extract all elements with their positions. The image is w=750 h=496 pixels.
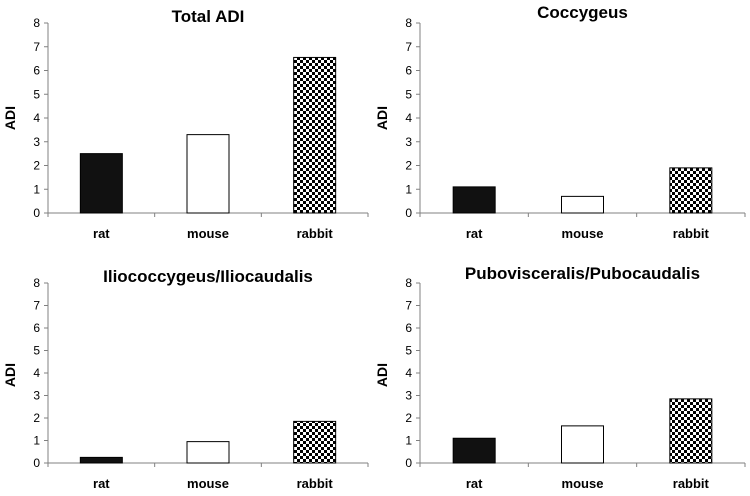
chart-panel-3: Iliococcygeus/Iliocaudalis ADI 0 1 2 3 4 5 6 7 8 ra… — [2, 267, 369, 491]
y-tick-label: 0 — [33, 456, 40, 470]
y-tick-label: 2 — [405, 411, 412, 425]
x-category-label: mouse — [187, 226, 229, 241]
y-tick-label: 6 — [33, 321, 40, 335]
y-tick-label: 1 — [405, 182, 412, 196]
bar-rat — [452, 186, 496, 214]
y-tick-label: 1 — [33, 434, 40, 448]
y-tick-label: 0 — [33, 206, 40, 220]
x-category-label: mouse — [562, 226, 604, 241]
x-category-label: rat — [466, 476, 483, 491]
y-tick-label: 5 — [405, 344, 412, 358]
chart-panel-2: Coccygeus ADI 0 1 2 3 4 5 6 7 8 rat mouse rabbit — [374, 3, 746, 241]
x-category-label: rabbit — [297, 476, 334, 491]
x-category-label: rat — [93, 476, 110, 491]
y-tick-label: 2 — [33, 411, 40, 425]
y-axis-label: ADI — [374, 363, 390, 387]
x-category-label: mouse — [187, 476, 229, 491]
y-tick-label: 5 — [33, 344, 40, 358]
bar-rabbit — [669, 167, 713, 214]
bar-rat — [79, 153, 123, 214]
y-tick-label: 4 — [33, 111, 40, 125]
bar-rabbit — [293, 420, 337, 464]
x-category-label: mouse — [562, 476, 604, 491]
y-tick-label: 8 — [405, 276, 412, 290]
y-tick-label: 5 — [405, 87, 412, 101]
bar-mouse — [561, 195, 604, 214]
y-tick-label: 0 — [405, 456, 412, 470]
chart-panel-4: Pubovisceralis/Pubocaudalis ADI 0 1 2 3 4 5 6 7 8 r… — [374, 264, 746, 491]
chart-title: Coccygeus — [537, 3, 628, 22]
bar-rat — [79, 456, 123, 464]
y-tick-label: 5 — [33, 87, 40, 101]
x-category-label: rabbit — [673, 476, 710, 491]
y-tick-label: 7 — [33, 299, 40, 313]
y-tick-label: 3 — [405, 135, 412, 149]
y-tick-label: 1 — [405, 434, 412, 448]
chart-title: Iliococcygeus/Iliocaudalis — [103, 267, 313, 286]
y-tick-label: 2 — [33, 159, 40, 173]
y-tick-label: 3 — [33, 389, 40, 403]
y-tick-label: 7 — [33, 40, 40, 54]
y-tick-label: 7 — [405, 40, 412, 54]
y-tick-label: 4 — [33, 366, 40, 380]
y-tick-label: 3 — [33, 135, 40, 149]
bar-rat — [452, 437, 496, 464]
chart-title: Total ADI — [172, 7, 245, 26]
x-category-label: rat — [466, 226, 483, 241]
y-tick-label: 3 — [405, 389, 412, 403]
y-tick-label: 4 — [405, 366, 412, 380]
y-tick-label: 0 — [405, 206, 412, 220]
y-tick-label: 1 — [33, 182, 40, 196]
y-tick-label: 6 — [405, 64, 412, 78]
chart-title: Pubovisceralis/Pubocaudalis — [465, 264, 700, 283]
y-tick-label: 6 — [33, 64, 40, 78]
y-tick-label: 8 — [405, 16, 412, 30]
y-axis-label: ADI — [2, 363, 18, 387]
y-tick-label: 8 — [33, 276, 40, 290]
y-tick-label: 4 — [405, 111, 412, 125]
x-category-label: rabbit — [297, 226, 334, 241]
y-tick-label: 7 — [405, 299, 412, 313]
bar-mouse — [186, 441, 230, 464]
y-axis-label: ADI — [374, 106, 390, 130]
bar-mouse — [561, 425, 604, 464]
x-category-label: rabbit — [673, 226, 710, 241]
bar-rabbit — [293, 56, 337, 214]
x-category-label: rat — [93, 226, 110, 241]
bar-rabbit — [669, 398, 713, 464]
y-tick-label: 8 — [33, 16, 40, 30]
y-tick-label: 6 — [405, 321, 412, 335]
bar-mouse — [186, 134, 230, 214]
y-tick-label: 2 — [405, 159, 412, 173]
y-axis-label: ADI — [2, 106, 18, 130]
chart-panel-1: Total ADI ADI 0 1 2 3 4 5 6 7 8 rat mouse rabbit — [2, 7, 369, 241]
